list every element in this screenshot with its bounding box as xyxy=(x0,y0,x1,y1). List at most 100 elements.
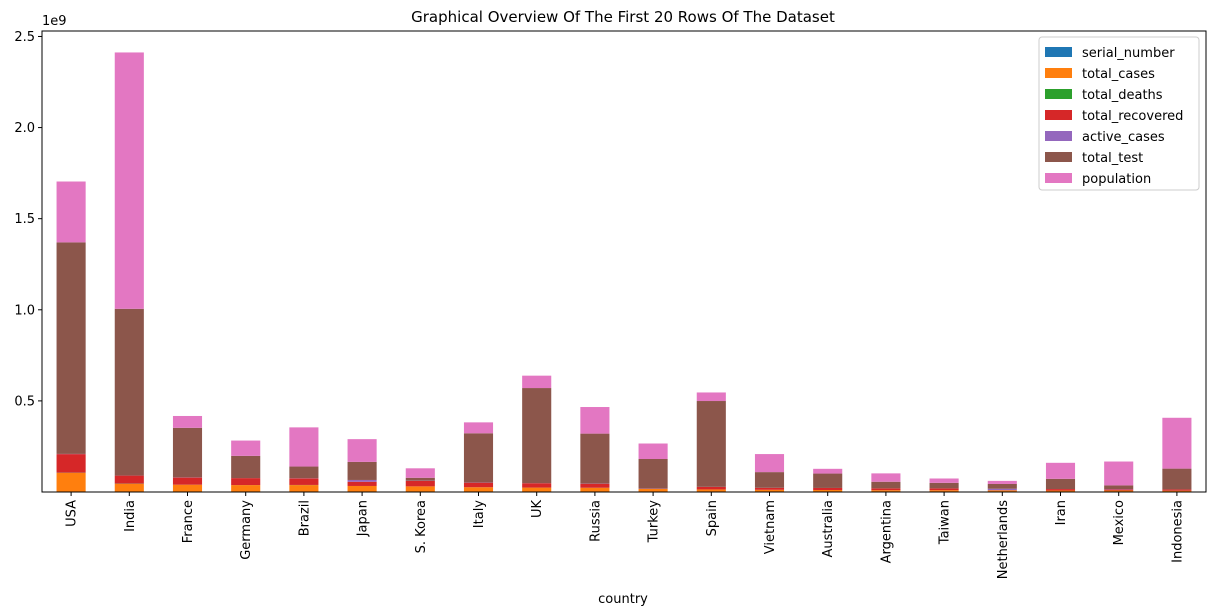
bar-population-indonesia xyxy=(1162,417,1192,469)
bars-layer xyxy=(56,52,1192,492)
legend: serial_number total_cases total_deathstota… xyxy=(1038,36,1200,191)
bar-total_recovered-taiwan xyxy=(929,488,959,491)
bar-total_test-italy xyxy=(463,433,494,483)
bar-total_test-argentina xyxy=(871,481,901,489)
bar-total_cases-russia xyxy=(580,487,610,492)
bar-population-germany xyxy=(231,440,261,456)
legend-label-population: population xyxy=(1082,172,1151,187)
bar-total_cases-uk xyxy=(522,487,552,492)
legend-label-total_recovered: total_recovered xyxy=(1082,109,1183,124)
x-tick-label: Taiwan xyxy=(938,500,953,545)
x-tick-label: Australia xyxy=(821,500,836,558)
bar-population-mexico xyxy=(1104,461,1134,486)
bar-total_cases-netherlands xyxy=(987,490,1017,492)
bar-population-vietnam xyxy=(754,454,785,473)
bar-total_cases-s-korea xyxy=(405,486,435,492)
bar-total_cases-usa xyxy=(56,472,86,492)
bar-total_cases-turkey xyxy=(638,488,668,492)
bar-total_test-japan xyxy=(347,461,377,480)
bar-population-russia xyxy=(580,407,610,434)
x-tick-label: France xyxy=(181,500,196,543)
bar-total_recovered-france xyxy=(172,477,203,485)
x-tick-label: Argentina xyxy=(879,500,894,563)
legend-swatch-serial_number xyxy=(1045,47,1072,57)
bar-total_recovered-usa xyxy=(56,454,86,473)
legend-label-total_cases: total_cases xyxy=(1082,67,1155,82)
bar-total_recovered-australia xyxy=(813,487,843,490)
bar-total_cases-india xyxy=(114,483,144,492)
x-tick-label: Mexico xyxy=(1112,500,1127,545)
bar-population-iran xyxy=(1045,462,1076,479)
bar-population-argentina xyxy=(871,473,901,482)
bar-population-netherlands xyxy=(987,480,1017,484)
bar-total_test-spain xyxy=(696,401,726,487)
x-axis-title: country xyxy=(598,592,648,607)
x-tick-label: Indonesia xyxy=(1170,500,1185,563)
bar-total_test-taiwan xyxy=(929,482,959,489)
bar-total_recovered-s-korea xyxy=(405,480,435,487)
plot-area-frame xyxy=(41,30,1207,493)
bar-population-usa xyxy=(56,181,86,243)
bar-population-india xyxy=(114,52,144,309)
bar-population-turkey xyxy=(638,443,668,459)
bar-total_test-usa xyxy=(56,242,86,454)
bar-total_cases-vietnam xyxy=(754,489,785,492)
bar-total_test-russia xyxy=(580,433,610,484)
x-tick-label: Brazil xyxy=(297,500,312,536)
bar-total_recovered-vietnam xyxy=(754,487,785,490)
bar-total_recovered-russia xyxy=(580,483,610,488)
y-tick-label: 1.5 xyxy=(14,212,35,227)
bar-population-france xyxy=(172,415,203,428)
bar-total_cases-spain xyxy=(696,489,726,492)
legend-swatch-total_test xyxy=(1045,152,1072,162)
legend-label-serial_number: serial_number xyxy=(1082,46,1175,61)
bar-total_recovered-germany xyxy=(231,478,261,486)
bar-total_test-uk xyxy=(522,388,552,484)
y-tick-label: 2.0 xyxy=(14,121,35,136)
legend-frame xyxy=(1038,36,1200,191)
bar-population-italy xyxy=(463,422,494,434)
x-tick-label: USA xyxy=(65,500,80,527)
bar-population-taiwan xyxy=(929,478,959,483)
legend-swatch-active_cases xyxy=(1045,131,1072,141)
bar-active_cases-japan xyxy=(347,479,377,482)
y-scale-label: 1e9 xyxy=(42,14,67,29)
legend-label-active_cases: active_cases xyxy=(1082,130,1165,145)
y-tick-label: 0.5 xyxy=(14,394,35,409)
bar-total_test-india xyxy=(114,308,144,476)
bar-population-japan xyxy=(347,439,377,462)
bar-total_recovered-india xyxy=(114,475,144,484)
bar-total_test-iran xyxy=(1045,478,1076,490)
bar-total_test-france xyxy=(172,427,203,478)
x-tick-label: Vietnam xyxy=(763,500,778,554)
bar-total_recovered-iran xyxy=(1045,489,1076,491)
x-tick-label: India xyxy=(123,500,138,532)
bar-total_recovered-indonesia xyxy=(1162,489,1192,491)
bar-total_cases-mexico xyxy=(1104,490,1134,492)
y-tick-label: 2.5 xyxy=(14,30,35,45)
x-tick-label: Germany xyxy=(239,500,254,560)
bar-total_recovered-mexico xyxy=(1104,489,1134,491)
x-axis: USA India France Germany Brazil Japan S. Korea… xyxy=(65,492,1185,579)
bar-total_recovered-italy xyxy=(463,482,494,488)
bar-total_test-indonesia xyxy=(1162,468,1192,490)
legend-swatch-total_cases xyxy=(1045,68,1072,78)
bar-total_test-mexico xyxy=(1104,485,1134,490)
x-tick-label: Netherlands xyxy=(996,500,1011,579)
y-axis: 0.5 1.0 1.5 2.0 2.5 xyxy=(14,30,42,409)
bar-total_recovered-uk xyxy=(522,483,552,488)
legend-label-total_test: total_test xyxy=(1082,151,1143,166)
x-tick-label: Russia xyxy=(588,500,603,542)
x-tick-label: Spain xyxy=(705,500,720,536)
bar-total_recovered-argentina xyxy=(871,488,901,491)
bar-total_recovered-japan xyxy=(347,481,377,486)
bar-population-brazil xyxy=(289,427,319,467)
bar-total_cases-germany xyxy=(231,485,261,492)
bar-total_cases-japan xyxy=(347,485,377,492)
bar-total_test-netherlands xyxy=(987,483,1017,489)
bar-total_test-vietnam xyxy=(754,472,785,488)
chart-title: Graphical Overview Of The First 20 Rows … xyxy=(411,8,835,26)
x-tick-label: Italy xyxy=(472,500,487,529)
bar-total_cases-taiwan xyxy=(929,490,959,492)
